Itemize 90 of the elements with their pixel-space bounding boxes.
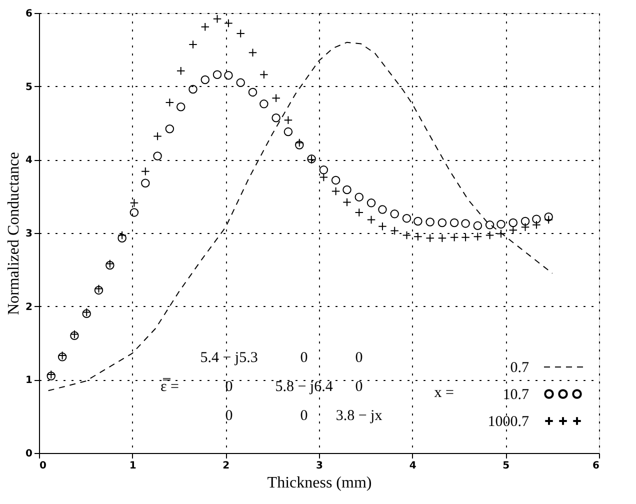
point: [295, 140, 304, 150]
point: [485, 220, 494, 230]
point: [272, 114, 280, 122]
point: [450, 218, 459, 228]
point: [450, 233, 459, 242]
annotation: 0: [300, 350, 308, 366]
point: [331, 176, 340, 185]
y-axis-title: Normalized Conductance: [6, 152, 23, 316]
annotation: 5.4 − j5.3: [200, 350, 258, 366]
point: [200, 22, 210, 32]
annotation: 0: [355, 379, 363, 395]
point: [188, 84, 198, 94]
point: [331, 186, 340, 196]
y-tick-label: 1: [26, 375, 33, 386]
point: [532, 220, 541, 230]
point: [342, 185, 352, 194]
legend-label: 0.7: [510, 360, 530, 376]
point: [378, 205, 387, 214]
point: [260, 100, 268, 108]
point: [508, 218, 518, 228]
annotation: 3.8 − jx: [336, 408, 383, 424]
x-tick-label: 5: [502, 460, 510, 472]
point: [520, 216, 530, 226]
point: [532, 214, 541, 224]
point: [520, 222, 530, 232]
point: [212, 70, 222, 79]
point: [284, 116, 293, 124]
y-tick-label: 2: [26, 302, 33, 313]
point: [153, 132, 162, 141]
point: [319, 172, 328, 182]
x-tick-label: 0: [40, 460, 46, 472]
point: [390, 226, 399, 236]
x-tick-label: 2: [222, 460, 230, 472]
annotation: 0: [355, 350, 363, 366]
point: [485, 230, 494, 240]
point: [212, 14, 222, 24]
point: [378, 222, 387, 231]
annotation: 0: [300, 408, 308, 424]
point: [461, 219, 470, 228]
point: [414, 232, 422, 242]
annotation: 0: [225, 379, 233, 395]
point: [224, 18, 233, 28]
point: [141, 167, 150, 176]
point: [402, 214, 412, 223]
legend-title: x =: [434, 385, 454, 401]
y-tick-label: 0: [26, 448, 33, 460]
x-tick-label: 3: [316, 460, 324, 472]
x-tick-label: 4: [409, 460, 416, 472]
x-axis-title: Thickness (mm): [267, 474, 372, 492]
point: [130, 198, 139, 208]
point: [354, 192, 364, 202]
annotation: 5.8 − j6.4: [275, 379, 334, 395]
legend-label: 1000.7: [488, 414, 530, 430]
y-tick-label: 4: [26, 155, 33, 166]
x-tick-label: 1: [129, 460, 136, 472]
point: [426, 234, 434, 243]
point: [366, 198, 376, 208]
point: [461, 233, 470, 242]
x-tick-label: 6: [592, 460, 600, 472]
point: [260, 70, 268, 79]
y-tick-label: 3: [26, 228, 33, 240]
point: [236, 78, 245, 88]
point: [272, 94, 280, 102]
point: [153, 152, 162, 160]
point: [176, 66, 186, 76]
point: [426, 218, 434, 226]
point: [438, 234, 447, 243]
point: [402, 230, 412, 240]
point: [176, 102, 186, 112]
point: [473, 232, 482, 242]
y-tick-label: 6: [26, 8, 33, 20]
point: [130, 208, 139, 217]
point: [319, 166, 328, 174]
annotation: ε̿ =: [160, 378, 179, 395]
point: [165, 124, 174, 134]
point: [141, 178, 150, 188]
point: [248, 88, 258, 97]
point: [366, 215, 376, 224]
point: [118, 234, 126, 242]
point: [390, 210, 399, 218]
y-tick-label: 5: [26, 82, 33, 93]
point: [473, 221, 482, 230]
point: [544, 212, 553, 222]
point: [248, 48, 258, 57]
point: [224, 70, 233, 80]
point: [414, 216, 422, 226]
point: [496, 220, 506, 229]
point: [200, 75, 210, 84]
point: [438, 218, 447, 228]
point: [284, 127, 293, 136]
